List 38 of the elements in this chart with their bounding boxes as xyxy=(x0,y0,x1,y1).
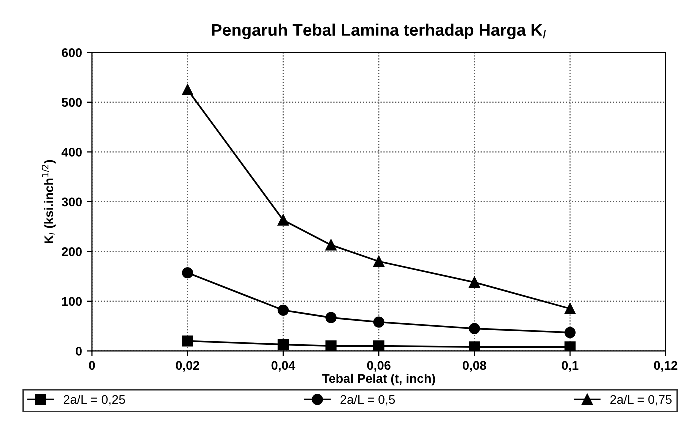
legend-label: 2a/L = 0,75 xyxy=(610,395,672,406)
point xyxy=(278,214,289,226)
y-tick-label: 400 xyxy=(62,148,82,157)
point xyxy=(469,276,480,288)
x-tick-label: 0,02 xyxy=(176,361,200,372)
y-tick-label: 100 xyxy=(62,297,82,306)
point xyxy=(182,336,194,347)
y-tick-label: 500 xyxy=(62,98,82,108)
x-tick-label: 0,04 xyxy=(272,361,296,372)
y-tick-label: 600 xyxy=(62,48,82,58)
point xyxy=(326,312,337,324)
x-tick-label: 0,1 xyxy=(562,361,579,372)
x-tick-label: 0,12 xyxy=(654,361,678,372)
point xyxy=(182,268,194,279)
point xyxy=(326,340,337,352)
x-tick-label: 0 xyxy=(89,361,96,370)
point xyxy=(182,84,194,96)
chart-title: Pengaruh Tebal Lamina terhadap Harga K$_{I}$ xyxy=(212,24,546,40)
x-tick-label: 0,06 xyxy=(367,361,391,372)
point xyxy=(469,342,480,352)
point xyxy=(374,256,385,268)
point xyxy=(374,340,385,352)
point xyxy=(278,304,289,316)
point xyxy=(564,327,576,338)
y-tick-label: 300 xyxy=(62,198,82,207)
legend-label: 2a/L = 0,25 xyxy=(64,395,126,406)
legend-label: 2a/L = 0,5 xyxy=(340,395,396,406)
x-axis-title: Tebal Pelat (t, inch) xyxy=(322,374,436,386)
y-tick-label: 0 xyxy=(76,347,82,356)
y-tick-label: 200 xyxy=(62,247,82,256)
point xyxy=(374,316,385,328)
point xyxy=(278,339,289,350)
x-tick-label: 0,08 xyxy=(463,361,486,372)
point xyxy=(469,323,480,334)
point xyxy=(564,303,576,314)
point xyxy=(564,342,576,352)
y-axis-title: K$_{I}$ (ksi.inch$^{1/2}$) xyxy=(42,160,56,244)
point xyxy=(326,240,337,251)
